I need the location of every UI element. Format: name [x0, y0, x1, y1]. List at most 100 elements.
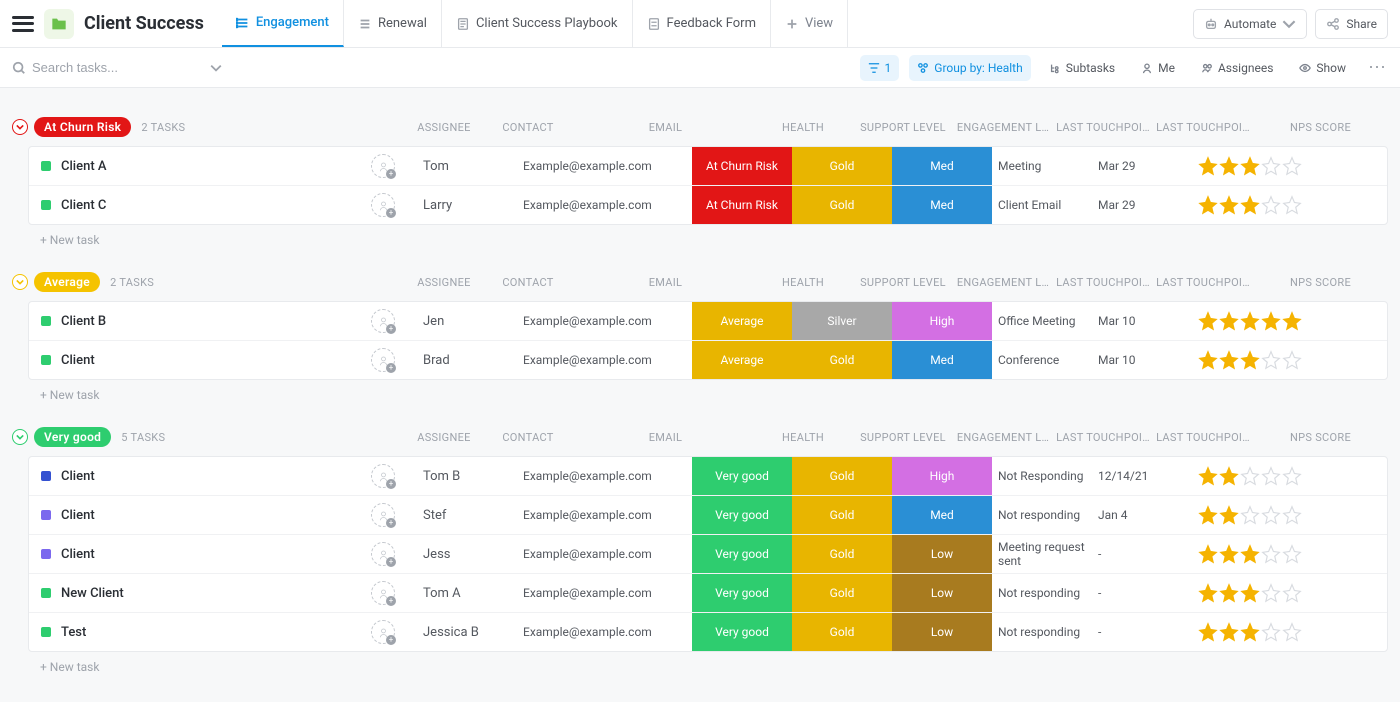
health-tag[interactable]: Very good [692, 496, 792, 534]
assignees-chip[interactable]: Assignees [1193, 55, 1281, 81]
automate-button[interactable]: Automate [1193, 9, 1307, 39]
task-name-cell[interactable]: New Client [29, 582, 349, 605]
tab-playbook[interactable]: Client Success Playbook [442, 0, 633, 47]
health-tag[interactable]: Average [692, 302, 792, 340]
nps-cell[interactable] [1192, 462, 1327, 490]
engagement-tag[interactable]: Low [892, 574, 992, 612]
engagement-tag[interactable]: Med [892, 186, 992, 224]
table-row[interactable]: Client C + Larry Example@example.com At … [29, 186, 1387, 224]
task-name-cell[interactable]: Client C [29, 194, 349, 217]
assignee-placeholder-icon[interactable]: + [371, 193, 395, 217]
table-row[interactable]: Client + Stef Example@example.com Very g… [29, 496, 1387, 535]
tab-feedback-form[interactable]: Feedback Form [633, 0, 771, 47]
assignee-placeholder-icon[interactable]: + [371, 154, 395, 178]
assignee-placeholder-icon[interactable]: + [371, 348, 395, 372]
more-icon[interactable]: ⋯ [1368, 57, 1388, 78]
filter-chip[interactable]: 1 [860, 55, 900, 81]
nps-cell[interactable] [1192, 191, 1327, 219]
support-tag[interactable]: Gold [792, 147, 892, 185]
health-tag[interactable]: Very good [692, 457, 792, 495]
task-name-cell[interactable]: Test [29, 621, 349, 644]
nps-cell[interactable] [1192, 307, 1327, 335]
assignee-placeholder-icon[interactable]: + [371, 309, 395, 333]
search-input[interactable] [32, 60, 172, 75]
status-dot[interactable] [41, 588, 51, 598]
task-name-cell[interactable]: Client [29, 504, 349, 527]
collapse-icon[interactable] [12, 429, 28, 445]
status-dot[interactable] [41, 510, 51, 520]
engagement-tag[interactable]: Low [892, 535, 992, 573]
assignee-cell[interactable]: + [349, 305, 417, 337]
task-name-cell[interactable]: Client A [29, 155, 349, 178]
support-tag[interactable]: Gold [792, 535, 892, 573]
group-pill[interactable]: Average [34, 272, 100, 292]
assignee-cell[interactable]: + [349, 150, 417, 182]
support-tag[interactable]: Gold [792, 186, 892, 224]
support-tag[interactable]: Gold [792, 341, 892, 379]
support-tag[interactable]: Gold [792, 496, 892, 534]
task-name-cell[interactable]: Client [29, 349, 349, 372]
status-dot[interactable] [41, 316, 51, 326]
nps-cell[interactable] [1192, 540, 1327, 568]
status-dot[interactable] [41, 161, 51, 171]
tab-add-view[interactable]: View [771, 0, 848, 47]
assignee-cell[interactable]: + [349, 577, 417, 609]
task-name-cell[interactable]: Client B [29, 310, 349, 333]
health-tag[interactable]: At Churn Risk [692, 186, 792, 224]
assignee-placeholder-icon[interactable]: + [371, 581, 395, 605]
task-name-cell[interactable]: Client [29, 465, 349, 488]
assignee-cell[interactable]: + [349, 460, 417, 492]
share-button[interactable]: Share [1315, 9, 1388, 39]
new-task-button[interactable]: + New task [0, 225, 1400, 251]
group-pill[interactable]: At Churn Risk [34, 117, 131, 137]
assignee-cell[interactable]: + [349, 499, 417, 531]
nps-cell[interactable] [1192, 579, 1327, 607]
table-row[interactable]: New Client + Tom A Example@example.com V… [29, 574, 1387, 613]
table-row[interactable]: Client A + Tom Example@example.com At Ch… [29, 147, 1387, 186]
support-tag[interactable]: Gold [792, 574, 892, 612]
table-row[interactable]: Client + Jess Example@example.com Very g… [29, 535, 1387, 574]
assignee-cell[interactable]: + [349, 616, 417, 648]
assignee-placeholder-icon[interactable]: + [371, 464, 395, 488]
status-dot[interactable] [41, 200, 51, 210]
engagement-tag[interactable]: High [892, 457, 992, 495]
nps-cell[interactable] [1192, 618, 1327, 646]
engagement-tag[interactable]: Med [892, 496, 992, 534]
nps-cell[interactable] [1192, 501, 1327, 529]
table-row[interactable]: Test + Jessica B Example@example.com Ver… [29, 613, 1387, 651]
assignee-cell[interactable]: + [349, 189, 417, 221]
table-row[interactable]: Client + Tom B Example@example.com Very … [29, 457, 1387, 496]
assignee-placeholder-icon[interactable]: + [371, 503, 395, 527]
status-dot[interactable] [41, 549, 51, 559]
new-task-button[interactable]: + New task [0, 652, 1400, 678]
status-dot[interactable] [41, 471, 51, 481]
status-dot[interactable] [41, 355, 51, 365]
health-tag[interactable]: Very good [692, 613, 792, 651]
tab-engagement[interactable]: Engagement [222, 0, 344, 47]
health-tag[interactable]: Very good [692, 535, 792, 573]
tab-renewal[interactable]: Renewal [344, 0, 442, 47]
task-name-cell[interactable]: Client [29, 543, 349, 566]
groupby-chip[interactable]: Group by: Health [909, 55, 1030, 81]
menu-icon[interactable] [12, 16, 34, 32]
collapse-icon[interactable] [12, 274, 28, 290]
engagement-tag[interactable]: Med [892, 341, 992, 379]
assignee-cell[interactable]: + [349, 344, 417, 376]
support-tag[interactable]: Silver [792, 302, 892, 340]
nps-cell[interactable] [1192, 152, 1327, 180]
collapse-icon[interactable] [12, 119, 28, 135]
group-pill[interactable]: Very good [34, 427, 111, 447]
engagement-tag[interactable]: Med [892, 147, 992, 185]
engagement-tag[interactable]: Low [892, 613, 992, 651]
show-chip[interactable]: Show [1291, 55, 1354, 81]
support-tag[interactable]: Gold [792, 613, 892, 651]
table-row[interactable]: Client + Brad Example@example.com Averag… [29, 341, 1387, 379]
support-tag[interactable]: Gold [792, 457, 892, 495]
health-tag[interactable]: At Churn Risk [692, 147, 792, 185]
subtasks-chip[interactable]: Subtasks [1041, 55, 1123, 81]
nps-cell[interactable] [1192, 346, 1327, 374]
health-tag[interactable]: Very good [692, 574, 792, 612]
chevron-down-icon[interactable] [210, 62, 222, 74]
table-row[interactable]: Client B + Jen Example@example.com Avera… [29, 302, 1387, 341]
status-dot[interactable] [41, 627, 51, 637]
